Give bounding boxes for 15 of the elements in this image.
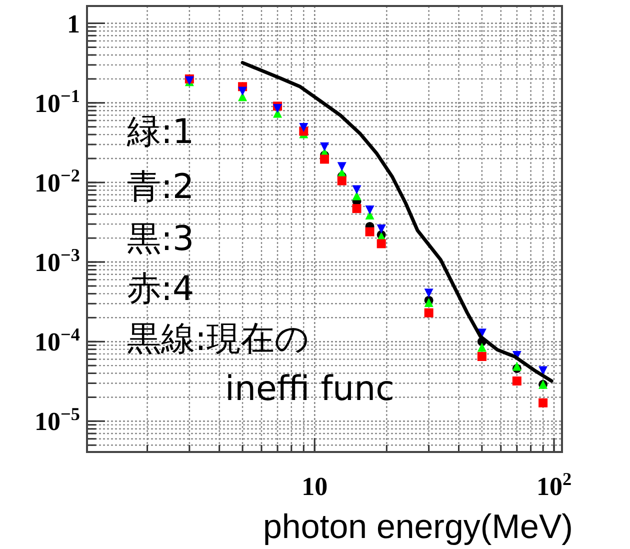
y-tick-label: 10$^{−3}$: [34, 245, 80, 278]
annotation: 黒:3: [127, 219, 194, 259]
annotation: 赤:4: [127, 269, 194, 309]
y-tick-label: 10$^{−5}$: [34, 404, 80, 436]
y-tick-label: 10$^{−4}$: [34, 324, 80, 357]
y-tick-label: 1: [67, 9, 80, 38]
x-axis-title: photon energy(MeV): [263, 508, 573, 546]
annotation: 緑:1: [126, 112, 194, 152]
x-tick-label: 10$^{2}$: [536, 469, 572, 501]
annotation: 黒線:現在の: [127, 319, 310, 359]
y-tick-label: 10$^{−2}$: [34, 165, 80, 198]
x-tick-label: 10: [302, 472, 328, 501]
y-tick-label: 10$^{−1}$: [34, 86, 80, 118]
annotation: ineffi func: [225, 369, 394, 409]
annotation: 青:2: [127, 167, 194, 207]
